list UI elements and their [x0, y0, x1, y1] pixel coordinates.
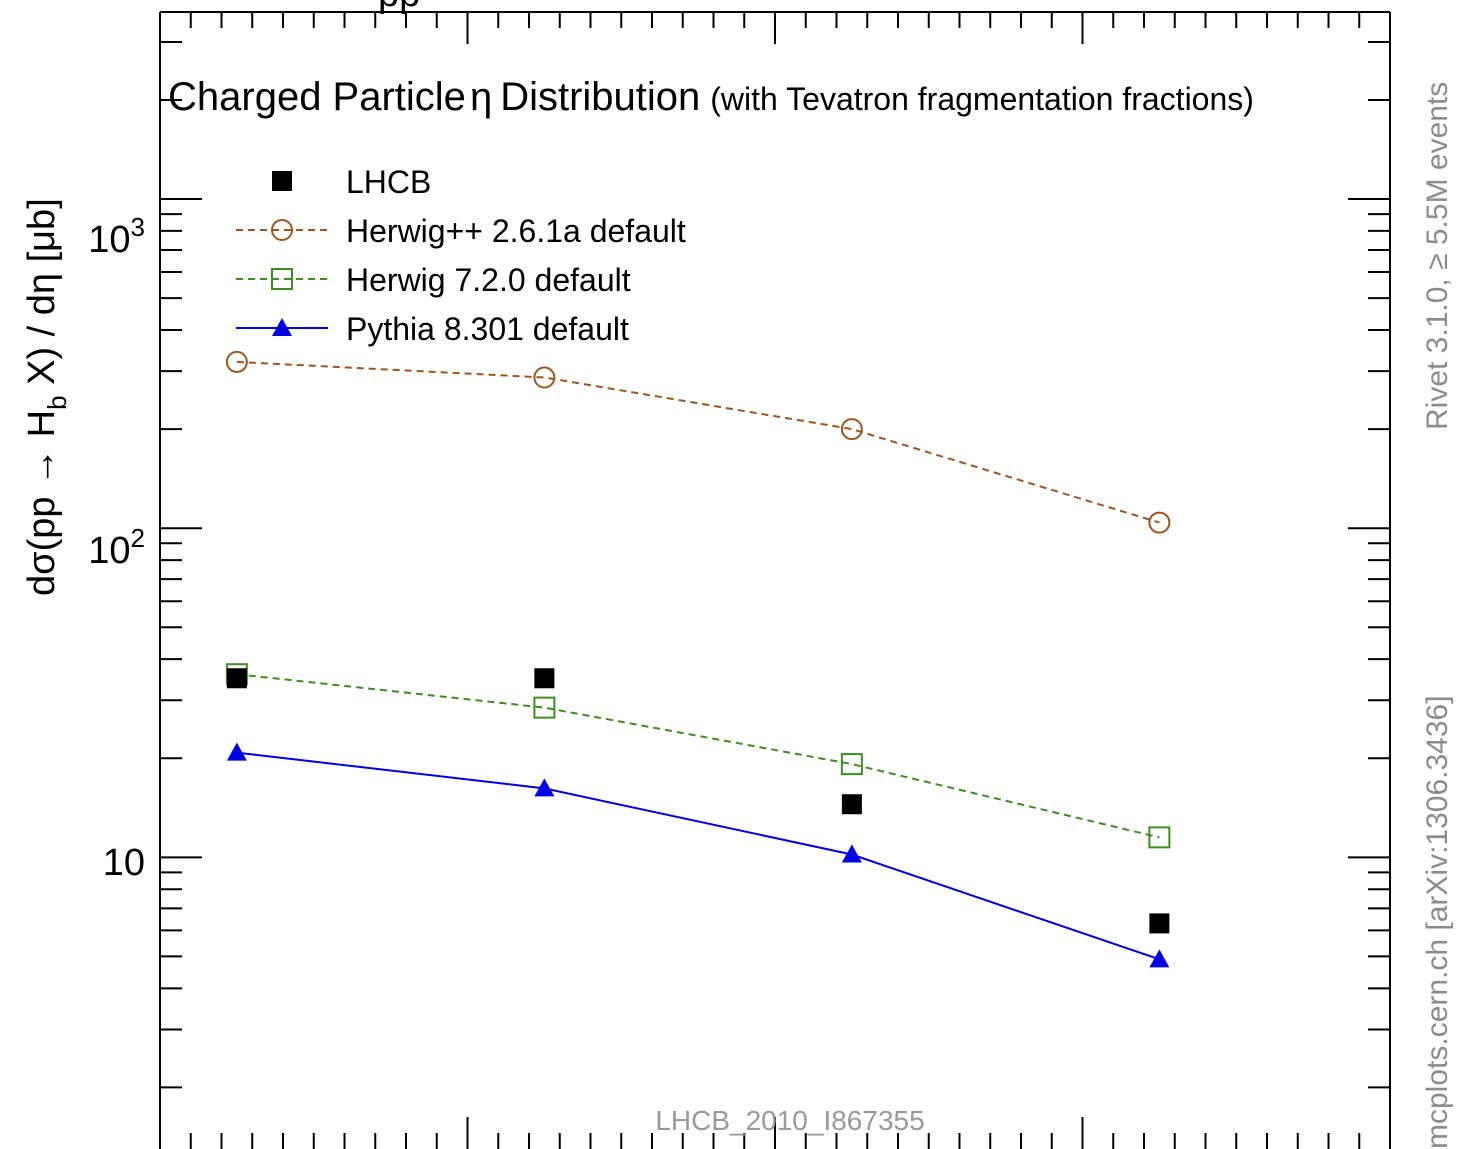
- legend-marker: [271, 268, 293, 290]
- y-tick-label-100: 102: [88, 523, 145, 572]
- legend-label: Herwig++ 2.6.1a default: [346, 213, 686, 249]
- legend-marker: [271, 219, 293, 241]
- data-point: [1149, 913, 1170, 934]
- data-point: [533, 696, 556, 719]
- series-group: [225, 350, 1171, 968]
- legend-marker: [272, 318, 292, 336]
- data-point: [226, 668, 247, 689]
- data-point: [840, 418, 863, 441]
- y-axis-label: dσ(pp → Hb X) / dη [μb]: [21, 198, 72, 596]
- data-point: [1148, 826, 1171, 849]
- data-point: [225, 350, 248, 373]
- side-label-bottom: mcplots.cern.ch [arXiv:1306.3436]: [1421, 695, 1454, 1149]
- legend: LHCB Herwig++ 2.6.1a default Herwig 7.2.0 …: [236, 164, 686, 347]
- series-line: [236, 673, 1160, 839]
- series-herwig-7-2-0-default: [225, 663, 1171, 849]
- y-tick-exp: 3: [131, 212, 145, 242]
- data-point: [534, 778, 555, 797]
- side-label-top: Rivet 3.1.0, ≥ 5.5M events: [1421, 82, 1454, 430]
- legend-entry: Pythia 8.301 default: [236, 311, 629, 347]
- top-partial-text: pp: [378, 0, 420, 15]
- series-herwig-2-6-1a-default: [225, 350, 1171, 534]
- data-point: [841, 844, 862, 863]
- y-tick-base: 10: [88, 219, 130, 261]
- y-tick-label-10: 10: [103, 842, 145, 884]
- data-point: [840, 753, 863, 776]
- legend-marker: [272, 171, 292, 191]
- analysis-label: LHCB_2010_I867355: [655, 1105, 924, 1136]
- data-point: [841, 794, 862, 815]
- series-lhcb: [226, 668, 1170, 934]
- series-line: [236, 360, 1160, 524]
- series-pythia-8-301-default: [226, 742, 1170, 968]
- legend-entry: Herwig 7.2.0 default: [236, 262, 631, 298]
- legend-label: Herwig 7.2.0 default: [346, 262, 631, 298]
- data-point: [1148, 511, 1171, 534]
- legend-entry: LHCB: [272, 164, 431, 200]
- series-line: [236, 751, 1160, 961]
- data-point: [1149, 949, 1170, 968]
- data-point: [534, 668, 555, 689]
- svg-text:102: 102: [88, 523, 145, 572]
- legend-entry: Herwig++ 2.6.1a default: [236, 213, 686, 249]
- legend-label: LHCB: [346, 164, 431, 200]
- data-point: [533, 366, 556, 389]
- plot-frame: [159, 11, 1391, 1149]
- chart-title: Charged Particle η Distribution (with Tevat…: [168, 75, 1254, 119]
- data-point: [226, 742, 247, 761]
- y-tick-base: 10: [88, 530, 130, 572]
- y-tick-exp: 2: [131, 523, 145, 553]
- y-tick-label-1000: 103: [88, 212, 145, 261]
- svg-text:103: 103: [88, 212, 145, 261]
- axis-ticks: [159, 12, 1391, 1149]
- legend-label: Pythia 8.301 default: [346, 311, 629, 347]
